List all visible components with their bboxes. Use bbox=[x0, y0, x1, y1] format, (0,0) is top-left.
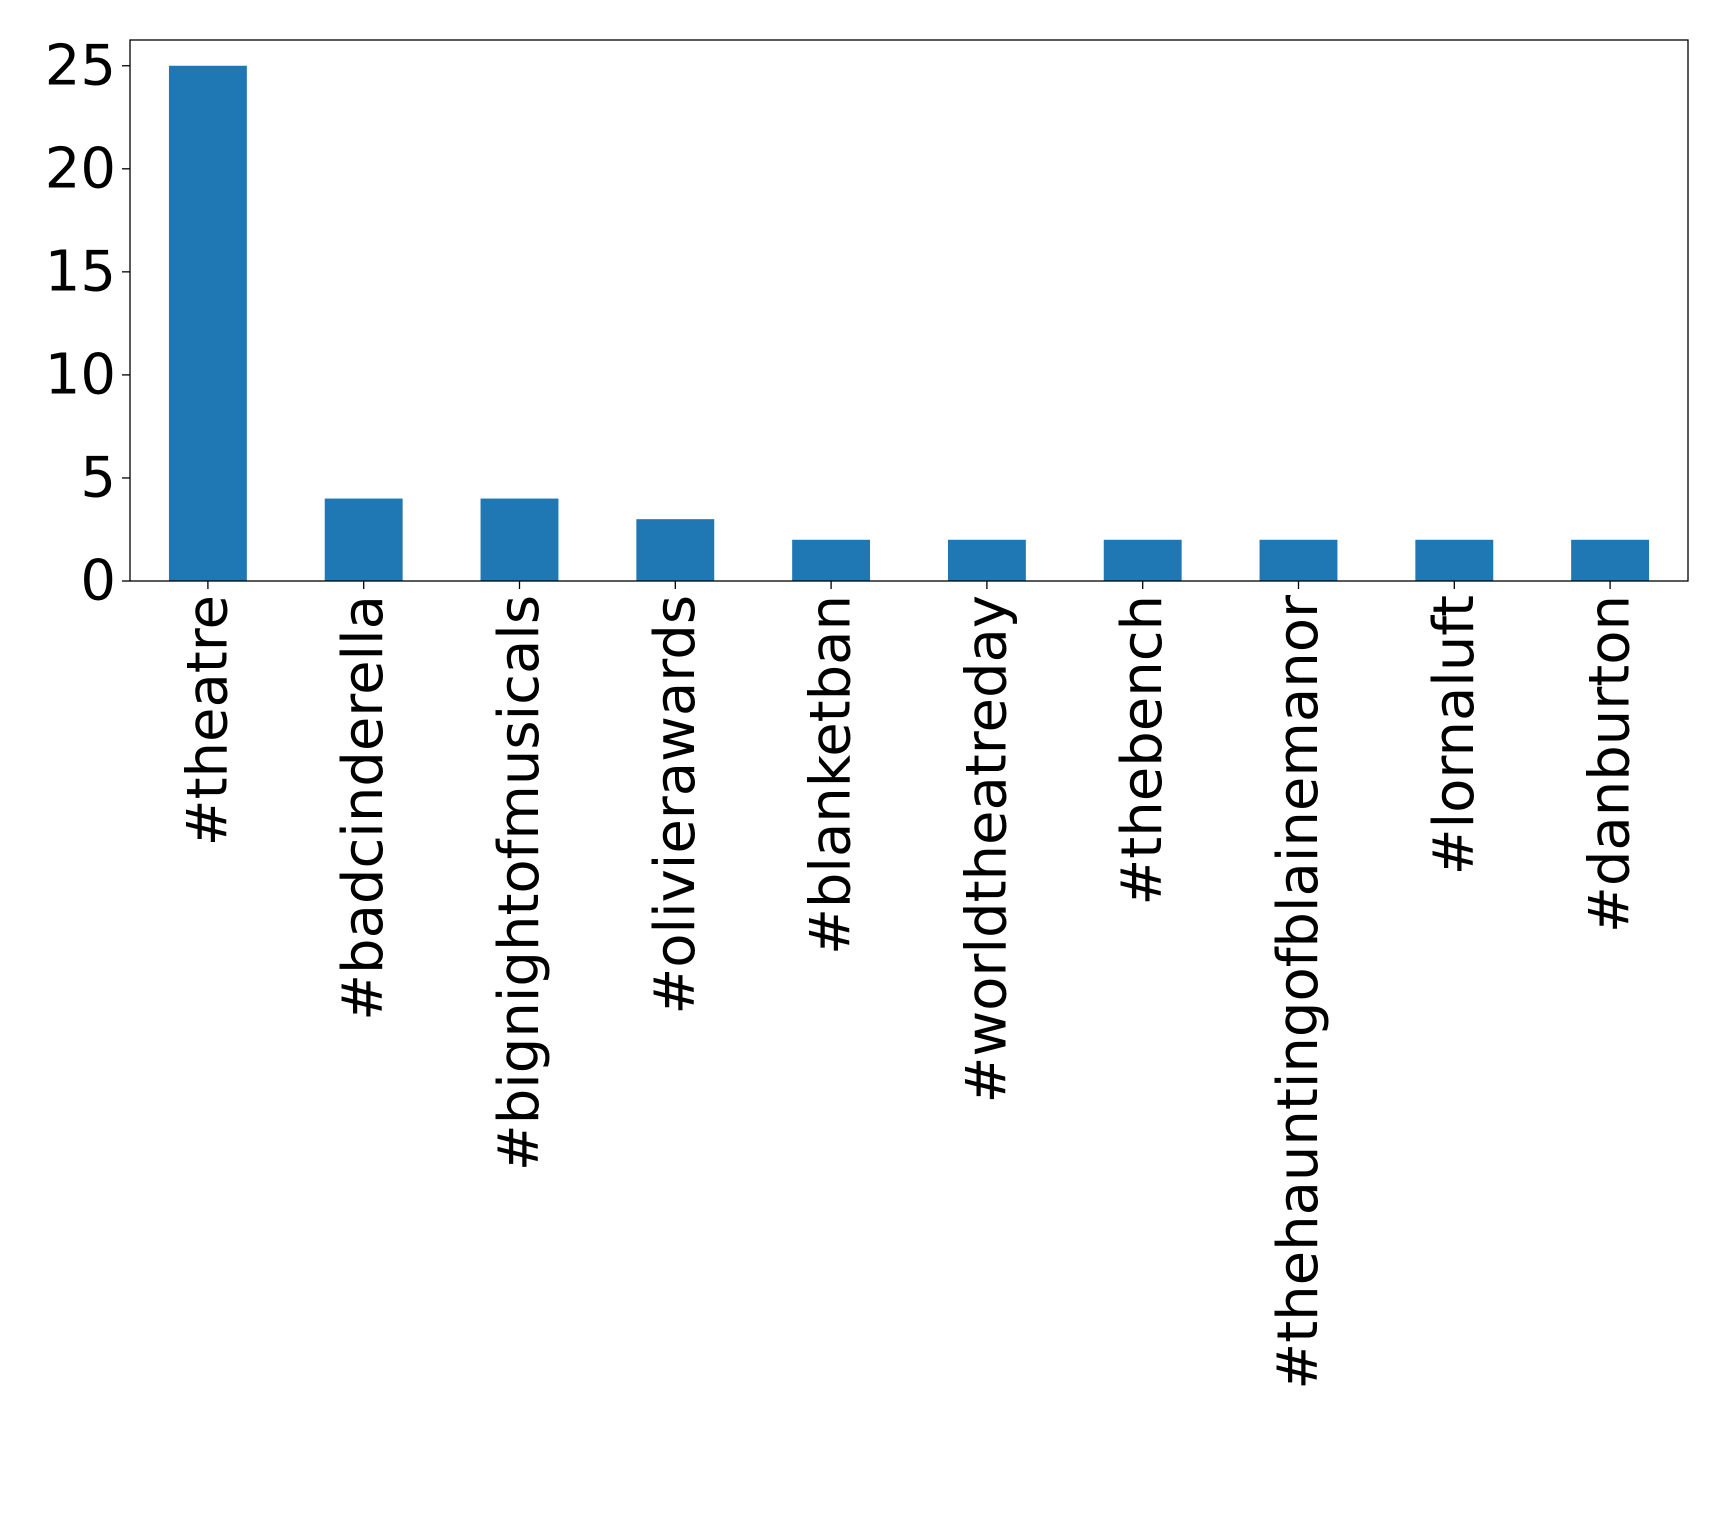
y-tick-label: 15 bbox=[45, 239, 116, 304]
y-tick-label: 0 bbox=[80, 549, 116, 614]
x-tick-label: #blanketban bbox=[799, 595, 864, 955]
plot-frame bbox=[129, 39, 1689, 582]
x-tick-label: #thebench bbox=[1110, 595, 1175, 906]
bar bbox=[1259, 539, 1338, 581]
y-tick-label: 25 bbox=[45, 33, 116, 98]
bar bbox=[1103, 539, 1182, 581]
y-tick-label: 20 bbox=[45, 136, 116, 201]
bar bbox=[324, 498, 403, 581]
bar bbox=[480, 498, 559, 581]
bar bbox=[947, 539, 1026, 581]
bars-layer bbox=[168, 65, 1650, 581]
x-tick-label: #lornaluft bbox=[1422, 595, 1487, 875]
bar bbox=[1415, 539, 1494, 581]
bar bbox=[636, 519, 715, 581]
y-tick-label: 5 bbox=[80, 445, 116, 510]
x-tick-label: #badcinderella bbox=[331, 595, 396, 1021]
x-tick-label: #worldtheatreday bbox=[954, 595, 1019, 1104]
y-axis-ticks: 0 5 10 15 20 25 bbox=[45, 33, 130, 614]
bar bbox=[1571, 539, 1650, 581]
y-tick-label: 10 bbox=[45, 342, 116, 407]
x-tick-label: #danburton bbox=[1578, 595, 1643, 933]
bar bbox=[792, 539, 871, 581]
x-tick-label: #bignightofmusicals bbox=[487, 595, 552, 1171]
bar bbox=[168, 65, 247, 581]
x-tick-label: #theatre bbox=[175, 595, 240, 846]
x-tick-label: #thehauntingofblainemanor bbox=[1266, 594, 1331, 1390]
x-axis-ticks: #theatre #badcinderella #bignightofmusical… bbox=[175, 581, 1643, 1390]
x-tick-label: #olivierawards bbox=[643, 595, 708, 1015]
